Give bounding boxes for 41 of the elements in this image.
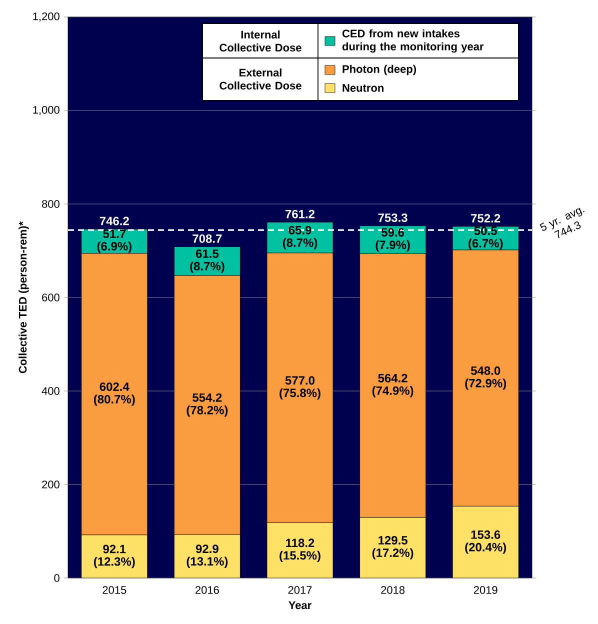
y-tick-label: 400 bbox=[42, 387, 60, 395]
bar bbox=[266, 522, 333, 578]
data-label: 564.2 (74.9%) bbox=[372, 374, 414, 398]
data-label: 577.0 (75.8%) bbox=[280, 376, 320, 400]
bar bbox=[452, 506, 519, 578]
data-label: 50.5 (6.7%) bbox=[468, 226, 503, 250]
y-axis-title: Collective TED (person-rem)* bbox=[18, 221, 29, 374]
data-label: 602.4 (80.7%) bbox=[94, 382, 135, 406]
total-label: 708.7 bbox=[192, 234, 222, 243]
total-label: 753.3 bbox=[378, 213, 408, 222]
x-tick-label: 2015 bbox=[102, 586, 126, 594]
total-label: 746.2 bbox=[100, 216, 129, 226]
y-tick-label: 200 bbox=[42, 480, 60, 488]
y-tick-label: 0 bbox=[54, 574, 60, 582]
annotation: External Collective Dose bbox=[220, 68, 302, 90]
total-label: 761.2 bbox=[285, 210, 315, 218]
y-tick-label: 1,200 bbox=[33, 12, 60, 22]
annotation: Internal Collective Dose bbox=[220, 30, 302, 52]
data-label: 61.5 (8.7%) bbox=[190, 249, 224, 273]
data-label: 129.5 (17.2%) bbox=[372, 536, 414, 560]
legend-label: CED from new intakes during the monitoring year bbox=[342, 29, 484, 53]
ref-line-label: 5 yr. avg. 744.3 bbox=[540, 208, 585, 238]
x-tick-label: 2019 bbox=[474, 586, 498, 594]
bar bbox=[360, 517, 426, 578]
data-label: 92.9 (13.1%) bbox=[186, 544, 228, 568]
data-label: 118.2 (15.5%) bbox=[280, 538, 320, 562]
y-tick-label: 1,000 bbox=[33, 106, 60, 116]
legend-label: Neutron bbox=[342, 84, 384, 92]
data-label: 51.7 (6.9%) bbox=[97, 230, 132, 253]
data-label: 548.0 (72.9%) bbox=[465, 366, 506, 390]
x-tick-label: 2017 bbox=[288, 586, 312, 594]
x-axis-title: Year bbox=[288, 601, 312, 610]
y-tick-label: 600 bbox=[42, 294, 60, 302]
legend-label: Photon (deep) bbox=[342, 64, 416, 76]
total-label: 752.2 bbox=[471, 214, 500, 223]
data-label: 554.2 (78.2%) bbox=[186, 393, 228, 417]
x-tick-label: 2018 bbox=[381, 586, 405, 594]
data-label: 153.6 (20.4%) bbox=[465, 530, 506, 554]
y-tick-label: 800 bbox=[42, 200, 60, 208]
data-label: 92.1 (12.3%) bbox=[94, 544, 135, 568]
x-tick-label: 2016 bbox=[196, 586, 219, 594]
